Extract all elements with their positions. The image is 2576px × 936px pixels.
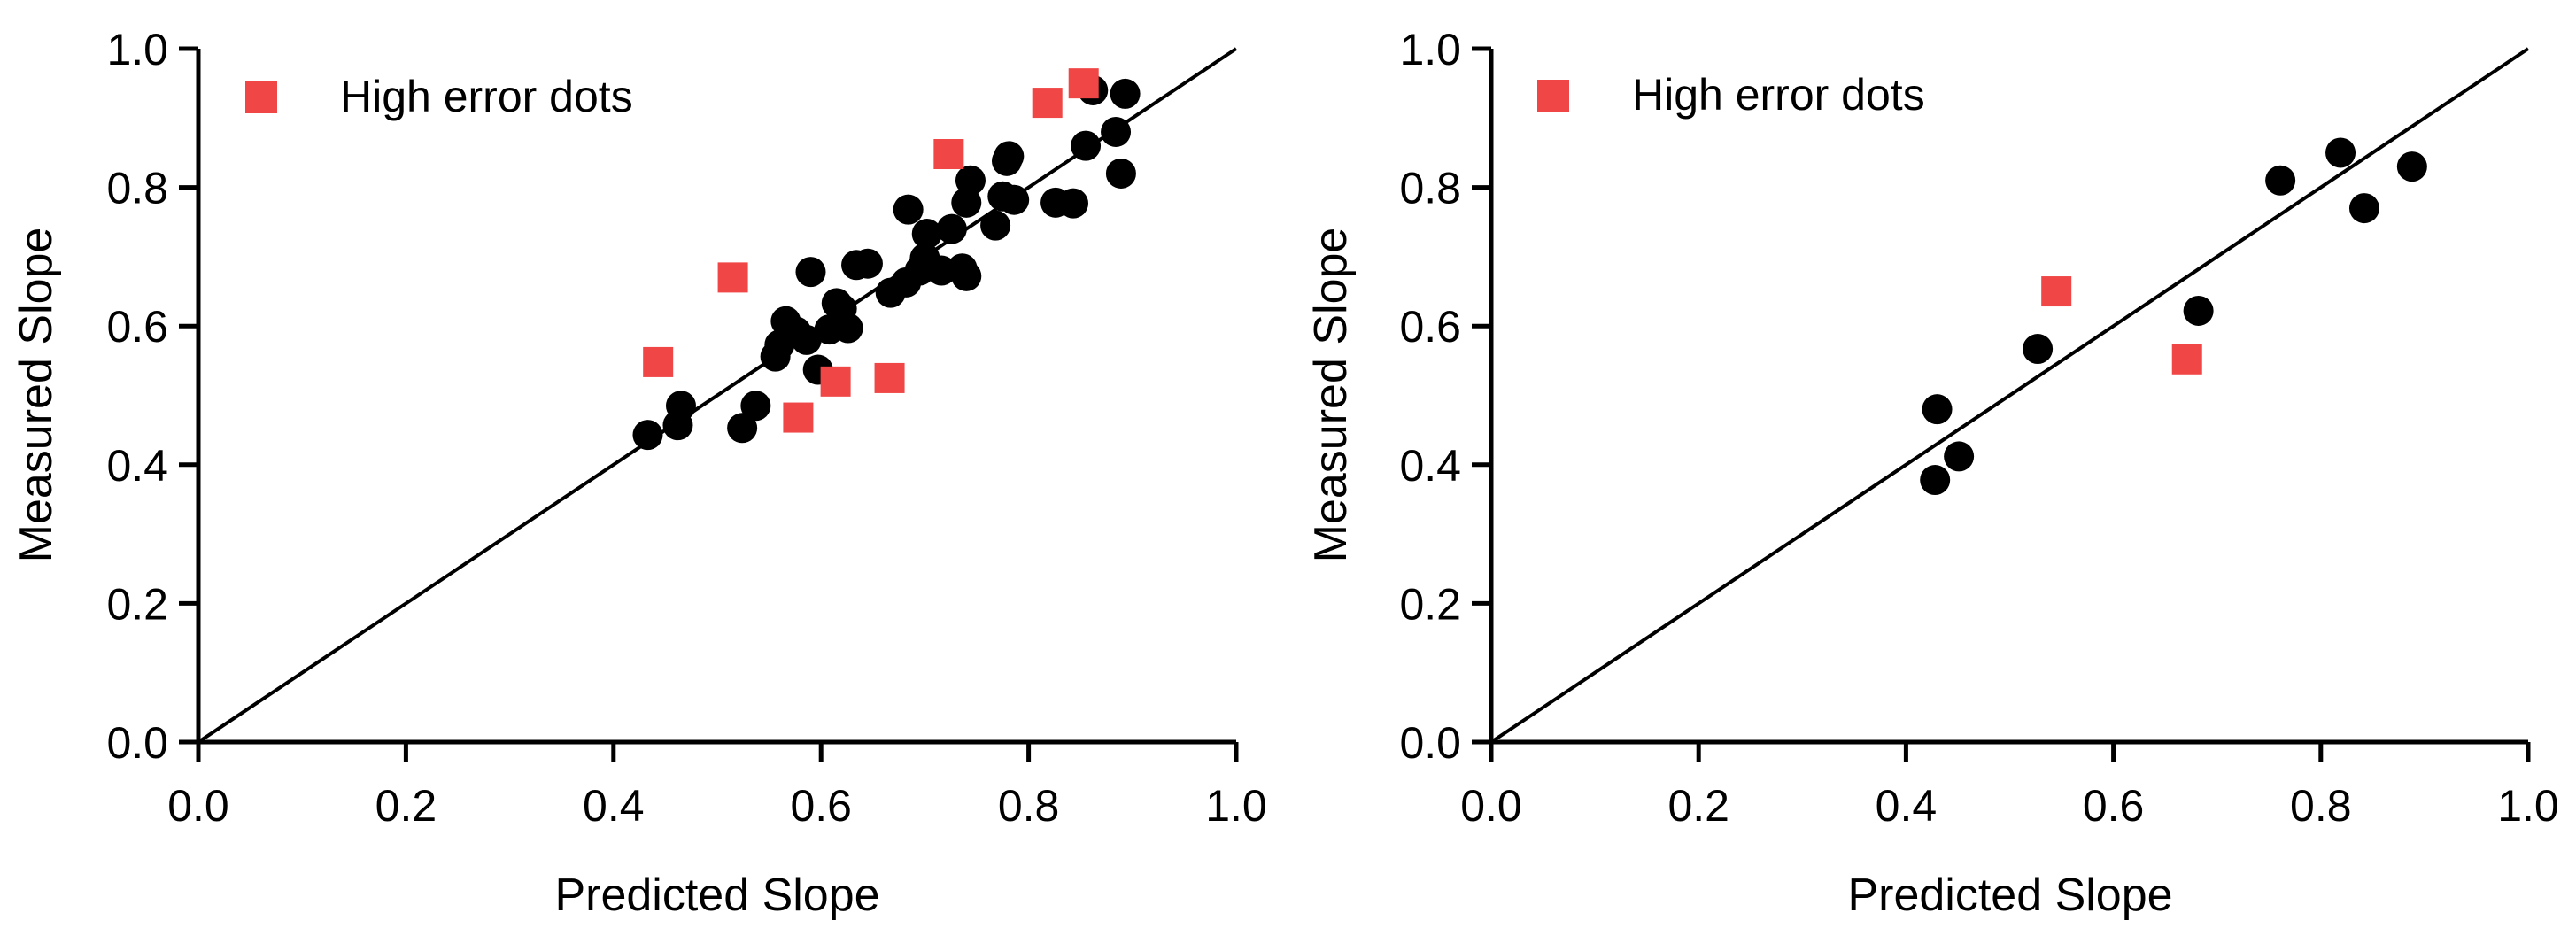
data-point bbox=[1110, 78, 1141, 109]
high-error-point bbox=[1032, 88, 1063, 119]
right-y-axis-label: Measured Slope bbox=[1305, 228, 1357, 563]
data-point bbox=[1105, 158, 1136, 189]
data-point bbox=[791, 324, 822, 355]
data-point bbox=[665, 391, 696, 422]
right-x-tick-label: 1.0 bbox=[2497, 781, 2559, 831]
right-x-tick-label: 0.0 bbox=[1460, 781, 1522, 831]
data-point bbox=[936, 213, 967, 244]
left-x-tick-label: 0.8 bbox=[998, 781, 1060, 831]
data-point bbox=[2396, 151, 2427, 182]
high-error-point bbox=[2041, 276, 2072, 307]
data-point bbox=[727, 413, 758, 444]
left-x-tick-label: 0.6 bbox=[790, 781, 852, 831]
data-point bbox=[2325, 137, 2356, 168]
left-x-tick-label: 0.4 bbox=[583, 781, 645, 831]
left-y-ticks: 0.0 0.2 0.4 0.6 0.8 1.0 bbox=[106, 25, 198, 768]
data-point bbox=[999, 184, 1030, 215]
left-x-tick-label: 1.0 bbox=[1205, 781, 1267, 831]
right-x-tick-label: 0.8 bbox=[2290, 781, 2352, 831]
data-point bbox=[1057, 188, 1088, 219]
high-error-point bbox=[933, 139, 964, 170]
left-x-axis-label: Predicted Slope bbox=[554, 870, 879, 921]
right-y-tick-label: 1.0 bbox=[1399, 25, 1461, 74]
high-error-point bbox=[717, 262, 748, 293]
left-data-points bbox=[632, 68, 1141, 451]
left-y-tick-label: 0.6 bbox=[106, 302, 168, 352]
left-y-tick-label: 0.2 bbox=[106, 579, 168, 629]
data-point bbox=[2183, 295, 2214, 326]
data-point bbox=[852, 248, 883, 279]
left-panel: 0.0 0.2 0.4 0.6 0.8 1.0 0.0 0.2 0.4 0.6 0.8 1.0 Hi… bbox=[11, 25, 1267, 921]
right-legend-marker bbox=[1537, 80, 1569, 112]
data-point bbox=[632, 420, 663, 451]
right-y-tick-label: 0.6 bbox=[1399, 302, 1461, 352]
data-point bbox=[1920, 465, 1951, 496]
high-error-point bbox=[874, 362, 905, 393]
data-point bbox=[2348, 193, 2379, 224]
data-point bbox=[795, 257, 826, 288]
data-point bbox=[1101, 116, 1132, 147]
high-error-point bbox=[1068, 68, 1099, 99]
right-x-ticks: 0.0 0.2 0.4 0.6 0.8 1.0 bbox=[1460, 742, 2559, 831]
left-y-tick-label: 1.0 bbox=[106, 25, 168, 74]
data-point bbox=[832, 313, 863, 344]
high-error-point bbox=[643, 346, 674, 377]
high-error-point bbox=[820, 366, 851, 397]
right-reference-line bbox=[1489, 47, 2530, 744]
data-point bbox=[994, 141, 1025, 172]
right-y-tick-label: 0.8 bbox=[1399, 164, 1461, 213]
data-point bbox=[1922, 394, 1953, 425]
left-y-axis-label: Measured Slope bbox=[11, 228, 62, 563]
left-x-tick-label: 0.0 bbox=[167, 781, 229, 831]
right-legend-label: High error dots bbox=[1632, 70, 1925, 120]
right-y-tick-label: 0.4 bbox=[1399, 441, 1461, 491]
right-x-tick-label: 0.4 bbox=[1876, 781, 1938, 831]
left-legend: High error dots bbox=[245, 72, 633, 121]
right-y-tick-label: 0.2 bbox=[1399, 579, 1461, 629]
left-y-tick-label: 0.8 bbox=[106, 164, 168, 213]
right-legend: High error dots bbox=[1537, 70, 1925, 120]
data-point bbox=[2265, 165, 2296, 196]
data-point bbox=[1944, 441, 1975, 472]
left-legend-marker bbox=[245, 81, 277, 113]
data-point bbox=[893, 194, 924, 225]
data-point bbox=[980, 210, 1011, 241]
right-x-tick-label: 0.6 bbox=[2083, 781, 2145, 831]
right-panel: 0.0 0.2 0.4 0.6 0.8 1.0 0.0 0.2 0.4 0.6 0.8 1.0 Hi… bbox=[1305, 25, 2559, 921]
data-point bbox=[951, 260, 982, 291]
high-error-point bbox=[2171, 344, 2202, 375]
left-x-tick-label: 0.2 bbox=[375, 781, 437, 831]
right-y-ticks: 0.0 0.2 0.4 0.6 0.8 1.0 bbox=[1399, 25, 1491, 768]
right-data-points bbox=[1920, 137, 2427, 496]
data-point bbox=[911, 219, 942, 250]
left-y-tick-label: 0.4 bbox=[106, 441, 168, 491]
data-point bbox=[740, 391, 771, 422]
left-x-ticks: 0.0 0.2 0.4 0.6 0.8 1.0 bbox=[167, 742, 1267, 831]
data-point bbox=[1071, 130, 1102, 161]
data-point bbox=[955, 165, 986, 196]
right-y-tick-label: 0.0 bbox=[1399, 718, 1461, 768]
high-error-point bbox=[783, 402, 814, 433]
right-x-axis-label: Predicted Slope bbox=[1847, 870, 2172, 921]
data-point bbox=[2023, 334, 2054, 365]
left-reference-line bbox=[197, 47, 1238, 744]
left-y-tick-label: 0.0 bbox=[106, 718, 168, 768]
left-legend-label: High error dots bbox=[340, 72, 633, 121]
right-x-tick-label: 0.2 bbox=[1667, 781, 1729, 831]
